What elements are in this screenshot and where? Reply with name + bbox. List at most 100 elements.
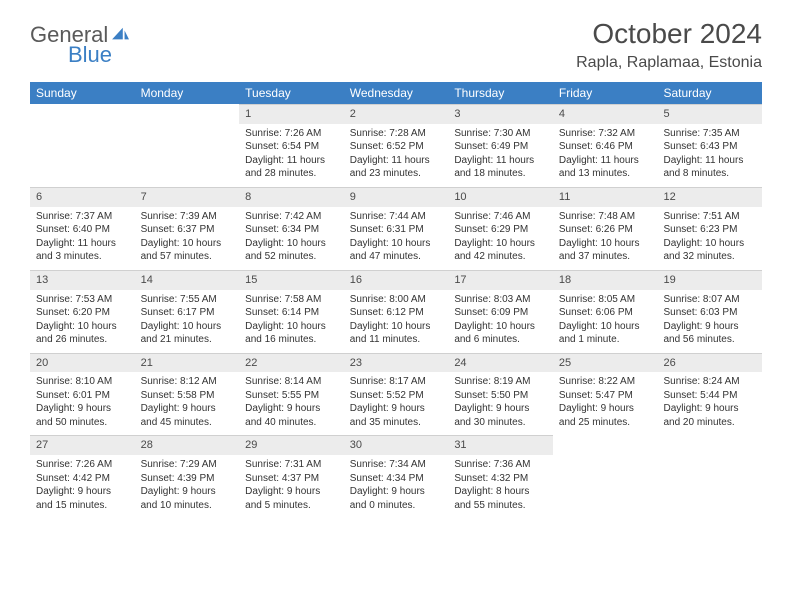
day-cell: 25Sunrise: 8:22 AMSunset: 5:47 PMDayligh… <box>553 353 658 436</box>
day-number: 27 <box>30 435 135 455</box>
sunrise: Sunrise: 7:51 AM <box>663 210 756 224</box>
day-header: Thursday <box>448 82 553 104</box>
day-cell: 5Sunrise: 7:35 AMSunset: 6:43 PMDaylight… <box>657 104 762 187</box>
day-data: Sunrise: 7:30 AMSunset: 6:49 PMDaylight:… <box>448 124 553 187</box>
day-cell: 2Sunrise: 7:28 AMSunset: 6:52 PMDaylight… <box>344 104 449 187</box>
day-cell: 7Sunrise: 7:39 AMSunset: 6:37 PMDaylight… <box>135 187 240 270</box>
day-data: Sunrise: 7:44 AMSunset: 6:31 PMDaylight:… <box>344 207 449 270</box>
day-cell: 23Sunrise: 8:17 AMSunset: 5:52 PMDayligh… <box>344 353 449 436</box>
sunset: Sunset: 5:47 PM <box>559 389 652 403</box>
week-row: 13Sunrise: 7:53 AMSunset: 6:20 PMDayligh… <box>30 270 762 353</box>
day-cell: 28Sunrise: 7:29 AMSunset: 4:39 PMDayligh… <box>135 435 240 518</box>
daylight: Daylight: 9 hours and 35 minutes. <box>350 402 443 429</box>
day-cell: 8Sunrise: 7:42 AMSunset: 6:34 PMDaylight… <box>239 187 344 270</box>
day-data: Sunrise: 7:34 AMSunset: 4:34 PMDaylight:… <box>344 455 449 518</box>
sunset: Sunset: 5:50 PM <box>454 389 547 403</box>
day-data: Sunrise: 8:05 AMSunset: 6:06 PMDaylight:… <box>553 290 658 353</box>
day-cell: 29Sunrise: 7:31 AMSunset: 4:37 PMDayligh… <box>239 435 344 518</box>
day-number: 4 <box>553 104 658 124</box>
week-row: 1Sunrise: 7:26 AMSunset: 6:54 PMDaylight… <box>30 104 762 187</box>
sunset: Sunset: 6:49 PM <box>454 140 547 154</box>
daylight: Daylight: 8 hours and 55 minutes. <box>454 485 547 512</box>
day-number: 23 <box>344 353 449 373</box>
day-number: 21 <box>135 353 240 373</box>
sunset: Sunset: 6:23 PM <box>663 223 756 237</box>
day-cell <box>657 435 762 518</box>
day-header: Tuesday <box>239 82 344 104</box>
day-number: 24 <box>448 353 553 373</box>
day-data: Sunrise: 7:26 AMSunset: 6:54 PMDaylight:… <box>239 124 344 187</box>
daylight: Daylight: 11 hours and 18 minutes. <box>454 154 547 181</box>
logo: GeneralBlue <box>30 22 132 68</box>
sunrise: Sunrise: 7:55 AM <box>141 293 234 307</box>
calendar: SundayMondayTuesdayWednesdayThursdayFrid… <box>0 82 792 518</box>
day-data: Sunrise: 7:55 AMSunset: 6:17 PMDaylight:… <box>135 290 240 353</box>
day-cell: 13Sunrise: 7:53 AMSunset: 6:20 PMDayligh… <box>30 270 135 353</box>
day-cell: 27Sunrise: 7:26 AMSunset: 4:42 PMDayligh… <box>30 435 135 518</box>
sunrise: Sunrise: 8:17 AM <box>350 375 443 389</box>
daylight: Daylight: 11 hours and 28 minutes. <box>245 154 338 181</box>
day-number: 28 <box>135 435 240 455</box>
day-data: Sunrise: 8:19 AMSunset: 5:50 PMDaylight:… <box>448 372 553 435</box>
sunrise: Sunrise: 7:37 AM <box>36 210 129 224</box>
day-data: Sunrise: 7:28 AMSunset: 6:52 PMDaylight:… <box>344 124 449 187</box>
day-number: 9 <box>344 187 449 207</box>
sunset: Sunset: 6:29 PM <box>454 223 547 237</box>
day-cell: 24Sunrise: 8:19 AMSunset: 5:50 PMDayligh… <box>448 353 553 436</box>
day-data: Sunrise: 8:00 AMSunset: 6:12 PMDaylight:… <box>344 290 449 353</box>
day-number: 5 <box>657 104 762 124</box>
day-data: Sunrise: 8:22 AMSunset: 5:47 PMDaylight:… <box>553 372 658 435</box>
sunrise: Sunrise: 8:03 AM <box>454 293 547 307</box>
page-title: October 2024 <box>576 18 762 50</box>
day-data: Sunrise: 7:32 AMSunset: 6:46 PMDaylight:… <box>553 124 658 187</box>
sunset: Sunset: 6:37 PM <box>141 223 234 237</box>
day-data: Sunrise: 7:37 AMSunset: 6:40 PMDaylight:… <box>30 207 135 270</box>
day-cell: 14Sunrise: 7:55 AMSunset: 6:17 PMDayligh… <box>135 270 240 353</box>
sunset: Sunset: 6:43 PM <box>663 140 756 154</box>
sunrise: Sunrise: 8:05 AM <box>559 293 652 307</box>
day-data: Sunrise: 7:42 AMSunset: 6:34 PMDaylight:… <box>239 207 344 270</box>
day-cell <box>30 104 135 187</box>
daylight: Daylight: 9 hours and 56 minutes. <box>663 320 756 347</box>
day-number: 1 <box>239 104 344 124</box>
daylight: Daylight: 11 hours and 8 minutes. <box>663 154 756 181</box>
location: Rapla, Raplamaa, Estonia <box>576 54 762 72</box>
day-header: Wednesday <box>344 82 449 104</box>
weeks: 1Sunrise: 7:26 AMSunset: 6:54 PMDaylight… <box>30 104 762 518</box>
sunset: Sunset: 6:17 PM <box>141 306 234 320</box>
day-number: 18 <box>553 270 658 290</box>
day-data: Sunrise: 7:36 AMSunset: 4:32 PMDaylight:… <box>448 455 553 518</box>
day-number: 29 <box>239 435 344 455</box>
daylight: Daylight: 11 hours and 13 minutes. <box>559 154 652 181</box>
day-number: 16 <box>344 270 449 290</box>
day-cell: 20Sunrise: 8:10 AMSunset: 6:01 PMDayligh… <box>30 353 135 436</box>
day-data: Sunrise: 8:17 AMSunset: 5:52 PMDaylight:… <box>344 372 449 435</box>
day-number: 8 <box>239 187 344 207</box>
week-row: 6Sunrise: 7:37 AMSunset: 6:40 PMDaylight… <box>30 187 762 270</box>
daylight: Daylight: 10 hours and 11 minutes. <box>350 320 443 347</box>
day-data: Sunrise: 7:48 AMSunset: 6:26 PMDaylight:… <box>553 207 658 270</box>
day-cell: 6Sunrise: 7:37 AMSunset: 6:40 PMDaylight… <box>30 187 135 270</box>
day-number: 2 <box>344 104 449 124</box>
day-number: 26 <box>657 353 762 373</box>
sunrise: Sunrise: 7:36 AM <box>454 458 547 472</box>
day-cell: 9Sunrise: 7:44 AMSunset: 6:31 PMDaylight… <box>344 187 449 270</box>
sunrise: Sunrise: 8:14 AM <box>245 375 338 389</box>
day-cell: 12Sunrise: 7:51 AMSunset: 6:23 PMDayligh… <box>657 187 762 270</box>
sunrise: Sunrise: 8:12 AM <box>141 375 234 389</box>
day-data: Sunrise: 8:10 AMSunset: 6:01 PMDaylight:… <box>30 372 135 435</box>
day-cell: 11Sunrise: 7:48 AMSunset: 6:26 PMDayligh… <box>553 187 658 270</box>
day-cell <box>553 435 658 518</box>
daylight: Daylight: 10 hours and 21 minutes. <box>141 320 234 347</box>
day-number: 6 <box>30 187 135 207</box>
day-data: Sunrise: 8:24 AMSunset: 5:44 PMDaylight:… <box>657 372 762 435</box>
day-number: 30 <box>344 435 449 455</box>
sunset: Sunset: 4:37 PM <box>245 472 338 486</box>
daylight: Daylight: 9 hours and 5 minutes. <box>245 485 338 512</box>
sunset: Sunset: 6:31 PM <box>350 223 443 237</box>
day-header: Friday <box>553 82 658 104</box>
sunrise: Sunrise: 7:30 AM <box>454 127 547 141</box>
day-cell: 30Sunrise: 7:34 AMSunset: 4:34 PMDayligh… <box>344 435 449 518</box>
daylight: Daylight: 9 hours and 50 minutes. <box>36 402 129 429</box>
day-headers: SundayMondayTuesdayWednesdayThursdayFrid… <box>30 82 762 104</box>
